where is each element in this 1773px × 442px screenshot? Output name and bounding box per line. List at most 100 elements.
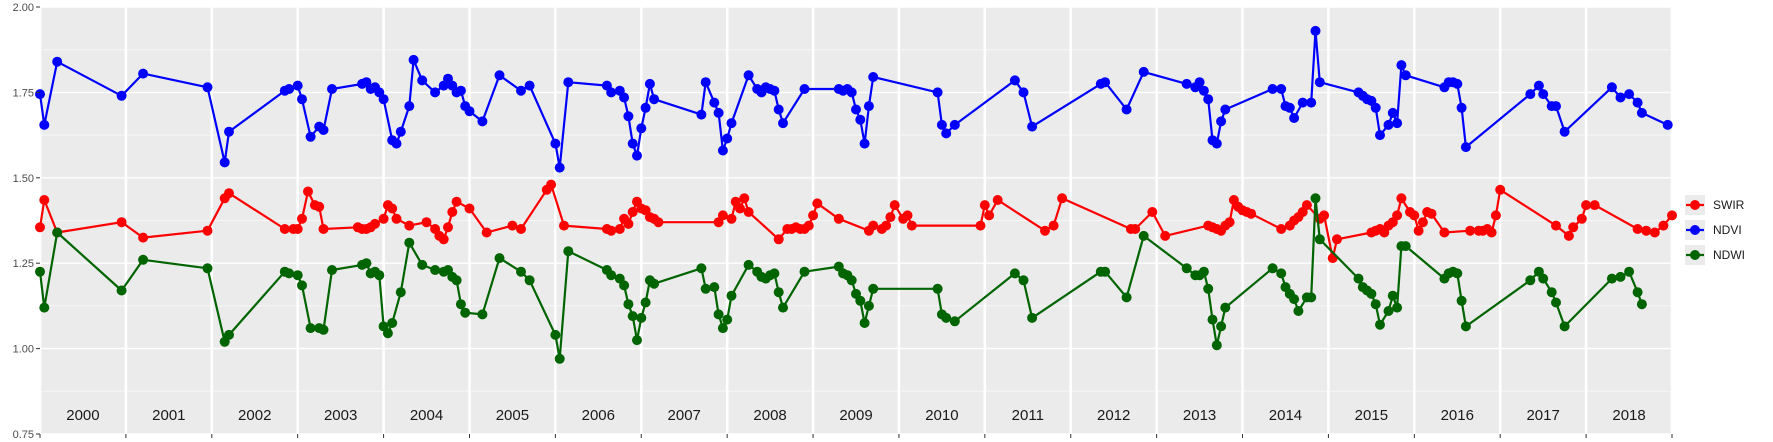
data-point [460, 307, 471, 318]
data-point [717, 323, 728, 334]
data-point [284, 268, 295, 279]
y-tick-label: 1.25 [13, 258, 34, 270]
legend-label: NDVI [1713, 223, 1742, 237]
data-point [1392, 210, 1403, 221]
year-label: 2017 [1526, 407, 1559, 424]
year-label: 2002 [238, 407, 271, 424]
data-point [559, 220, 569, 231]
series-layer [35, 25, 1677, 364]
data-point [1048, 220, 1059, 231]
data-point [430, 87, 441, 98]
data-point [408, 54, 419, 65]
data-point [1220, 302, 1231, 313]
data-point [35, 89, 45, 100]
data-point [1576, 213, 1587, 224]
data-point [1624, 266, 1635, 277]
data-point [640, 297, 651, 308]
data-point [1662, 119, 1673, 130]
data-point [1490, 210, 1501, 221]
data-point [1538, 273, 1549, 284]
data-point [1027, 312, 1038, 323]
data-point [378, 213, 389, 224]
data-point [202, 82, 213, 93]
y-tick-label: 1.50 [13, 173, 34, 185]
y-tick-label: 2.00 [13, 2, 34, 14]
data-point [1310, 193, 1321, 204]
data-point [455, 299, 466, 310]
data-point [623, 111, 634, 122]
data-point [516, 224, 526, 234]
data-point [735, 203, 745, 214]
data-point [451, 196, 462, 207]
data-point [1439, 227, 1450, 238]
data-point [224, 188, 234, 199]
data-point [524, 275, 535, 286]
data-point [941, 128, 952, 139]
data-point [1040, 225, 1050, 236]
y-tick-label: 1.00 [13, 344, 34, 356]
data-point [481, 227, 492, 238]
year-label: 2015 [1355, 407, 1388, 424]
data-point [1392, 118, 1403, 129]
data-point [39, 119, 50, 130]
data-point [863, 101, 874, 112]
data-point [417, 75, 428, 86]
year-label: 2005 [496, 407, 529, 424]
data-point [1246, 208, 1257, 219]
data-point [292, 80, 303, 91]
data-point [1284, 102, 1295, 113]
data-point [709, 282, 720, 293]
data-point [1211, 138, 1222, 149]
data-point [1636, 107, 1647, 118]
data-point [417, 259, 428, 270]
data-point [984, 210, 995, 221]
data-point [739, 193, 750, 204]
data-point [284, 84, 295, 94]
data-point [550, 138, 561, 149]
data-point [404, 101, 415, 112]
data-point [404, 237, 415, 248]
data-point [1301, 200, 1312, 211]
data-point [773, 287, 784, 298]
data-point [606, 225, 617, 236]
data-point [1383, 119, 1394, 130]
data-point [395, 287, 406, 298]
data-point [314, 201, 325, 212]
data-point [219, 157, 230, 168]
data-point [1551, 101, 1561, 112]
data-point [881, 220, 892, 231]
data-point [327, 84, 337, 94]
data-point [855, 114, 866, 125]
data-point [477, 116, 488, 127]
data-point [627, 138, 638, 149]
data-point [1581, 200, 1592, 211]
data-point [936, 119, 947, 130]
data-point [507, 220, 518, 231]
data-point [868, 283, 879, 294]
legend-key-point [1690, 200, 1700, 210]
data-point [1456, 102, 1467, 113]
data-point [438, 234, 449, 245]
data-point [378, 94, 389, 105]
data-point [327, 265, 337, 275]
data-point [279, 224, 290, 234]
data-point [846, 87, 857, 98]
data-point [1147, 207, 1158, 217]
data-point [979, 200, 990, 211]
data-point [649, 278, 660, 289]
data-point [713, 107, 724, 118]
y-axis: 0.75 1.00 1.25 1.50 1.75 2.00 [13, 2, 40, 441]
data-point [906, 220, 917, 231]
data-point [430, 265, 441, 275]
data-point [653, 217, 664, 228]
data-point [833, 213, 844, 224]
data-point [1538, 89, 1549, 100]
data-point [726, 290, 737, 301]
data-point [1649, 227, 1660, 238]
data-point [769, 85, 780, 96]
data-point [1366, 288, 1377, 299]
data-point [1306, 292, 1317, 303]
data-point [395, 126, 406, 137]
data-point [812, 198, 823, 209]
